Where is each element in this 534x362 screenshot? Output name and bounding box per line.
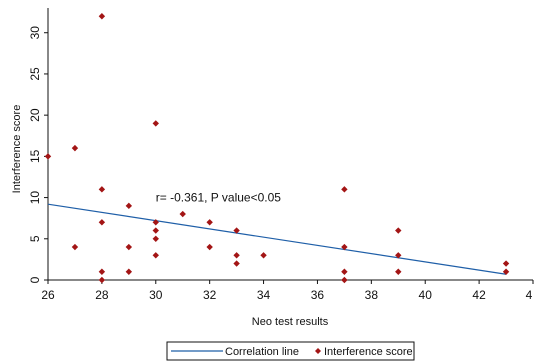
legend-box: [166, 341, 415, 361]
data-point: [341, 186, 348, 193]
y-tick-label: 5: [28, 235, 42, 242]
data-point: [502, 268, 510, 275]
data-point: [395, 227, 402, 234]
x-tick-label: 32: [203, 288, 217, 302]
data-point: [125, 202, 133, 210]
correlation-annotation: r= -0.361, P value<0.05: [156, 191, 282, 205]
x-tick-label: 40: [419, 288, 433, 302]
y-tick-label: 0: [28, 276, 42, 283]
y-tick-label: 15: [28, 149, 42, 163]
legend-point-label: Interference score: [324, 346, 413, 358]
data-point: [98, 219, 106, 226]
y-tick-label: 20: [28, 108, 42, 122]
x-tick-label: 34: [257, 288, 271, 302]
x-tick-label: 28: [95, 288, 109, 302]
x-tick-label: 26: [41, 288, 55, 302]
data-point: [233, 260, 240, 267]
series-layer: [44, 13, 510, 284]
data-point: [395, 268, 402, 275]
data-point: [206, 243, 213, 251]
data-point: [98, 276, 106, 284]
data-point: [341, 268, 348, 275]
data-point: [98, 13, 106, 20]
y-tick-label: 25: [28, 67, 42, 81]
data-point: [98, 186, 106, 193]
data-point: [125, 243, 133, 251]
y-tick-label: 10: [28, 191, 42, 205]
data-point: [502, 260, 510, 267]
y-axis-title: Interference score: [11, 105, 23, 194]
x-tick-label: 38: [365, 288, 379, 302]
x-ticks-layer: 26 28 30 32 34 36 38 40 42 4: [41, 280, 534, 302]
legend: Correlation line Interference score: [166, 341, 415, 361]
x-tick-label: 36: [311, 288, 325, 302]
data-point: [152, 120, 159, 127]
data-point: [44, 153, 52, 160]
y-ticks-layer: 0 5 10 15 20 25 30: [28, 26, 48, 283]
x-axis-title: Neo test results: [252, 316, 329, 328]
data-point: [125, 268, 133, 275]
data-point: [71, 144, 79, 152]
x-tick-label: 30: [149, 288, 163, 302]
data-point: [395, 252, 402, 259]
data-point: [98, 268, 106, 275]
data-point: [152, 235, 159, 242]
axes-layer: [47, 8, 533, 281]
legend-line-label: Correlation line: [225, 346, 299, 358]
correlation-line: [47, 203, 507, 275]
data-point: [233, 227, 240, 234]
data-point: [71, 243, 79, 251]
x-tick-label: 42: [472, 288, 486, 302]
y-tick-label: 30: [28, 26, 42, 40]
data-point: [152, 219, 159, 226]
legend-point-swatch: [315, 348, 321, 354]
data-point: [260, 252, 267, 259]
data-point: [206, 219, 213, 226]
data-point: [341, 243, 348, 251]
data-point: [152, 227, 159, 234]
data-point: [341, 276, 348, 284]
data-point: [179, 210, 186, 218]
data-point: [233, 252, 240, 259]
data-point: [152, 252, 159, 259]
x-tick-label: 4: [526, 288, 533, 302]
